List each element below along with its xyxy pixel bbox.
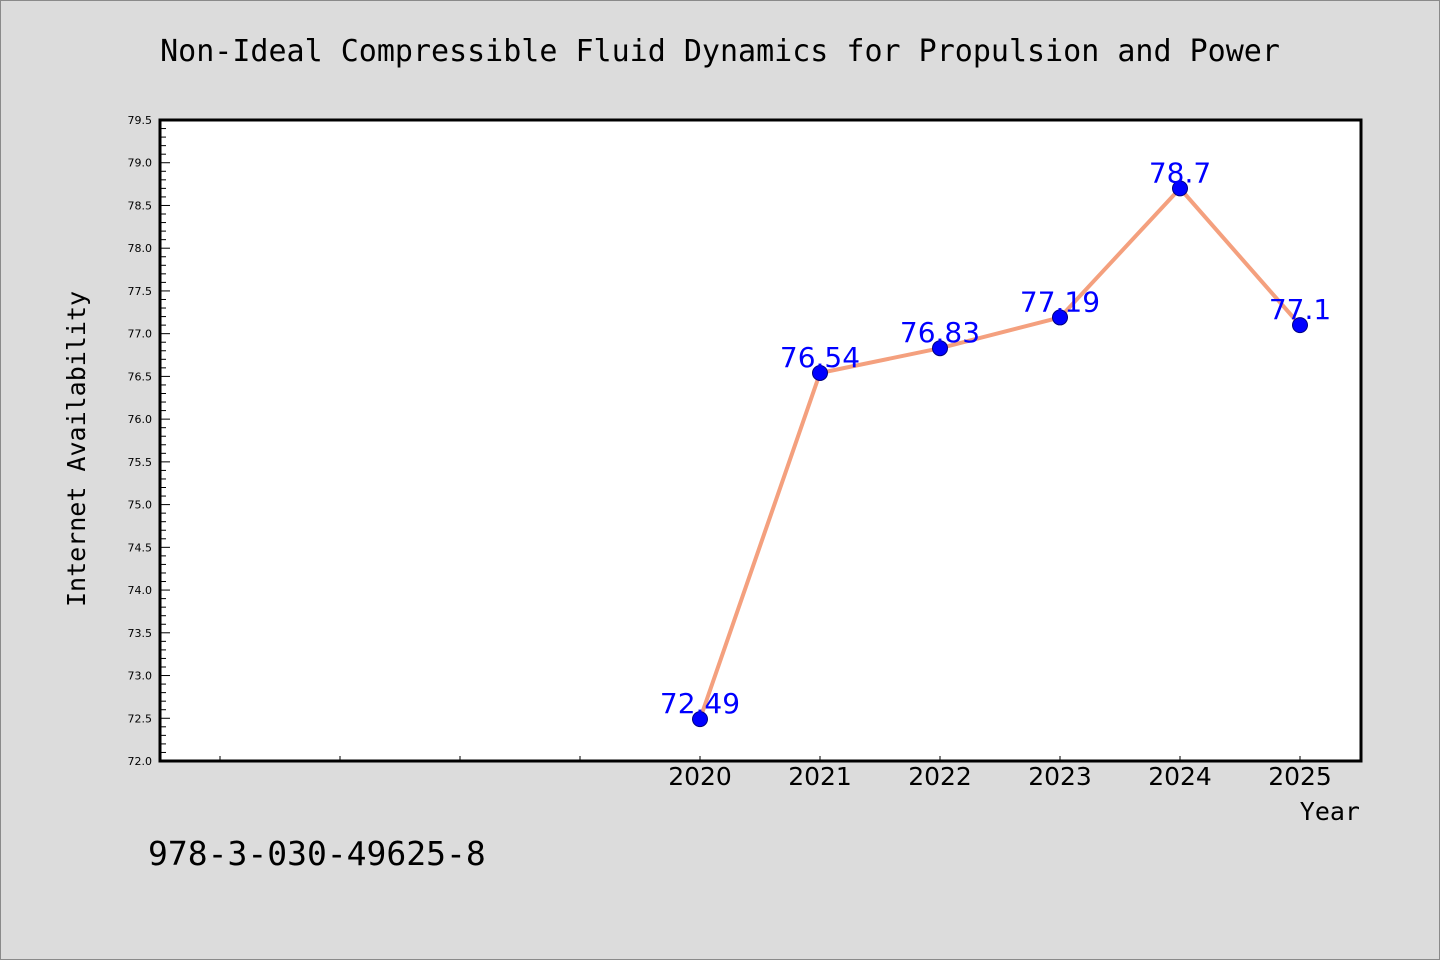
y-tick-label: 78.0 <box>128 242 153 255</box>
data-point <box>692 711 708 728</box>
series-line <box>698 186 1302 720</box>
chart-title: Non-Ideal Compressible Fluid Dynamics fo… <box>160 34 1280 69</box>
data-label-group: 72.49 76.54 76.83 77.19 78.7 77.1 <box>660 156 1331 720</box>
series-line-group <box>698 186 1302 720</box>
data-label: 78.7 <box>1149 156 1211 189</box>
data-point <box>1292 317 1308 334</box>
y-tick-label: 79.5 <box>128 114 153 127</box>
data-label: 72.49 <box>660 687 740 720</box>
x-tick-label: 2022 <box>908 762 972 791</box>
data-label: 76.54 <box>780 341 860 374</box>
y-tick-label: 76.0 <box>128 413 153 426</box>
x-tick-label: 2021 <box>788 762 852 791</box>
y-tick-label: 77.0 <box>128 328 153 341</box>
data-point <box>1172 180 1188 197</box>
data-label: 77.1 <box>1269 293 1331 326</box>
data-point <box>812 364 828 381</box>
y-tick-label: 74.0 <box>128 584 153 597</box>
marker-group <box>692 180 1308 728</box>
x-tick-label: 2023 <box>1028 762 1092 791</box>
x-tick-label: 2025 <box>1268 762 1332 791</box>
y-tick-label: 77.5 <box>128 285 153 298</box>
plot-area <box>158 118 1363 763</box>
data-label: 77.19 <box>1020 285 1100 318</box>
isbn-code: 978-3-030-49625-8 <box>148 834 486 873</box>
data-label: 76.83 <box>900 316 980 349</box>
data-point <box>1052 309 1068 326</box>
x-axis-label: Year <box>1300 797 1360 826</box>
x-axis-ticks: 2020 2021 2022 2023 2024 2025 <box>219 756 1332 791</box>
y-tick-label: 73.5 <box>128 627 153 640</box>
x-tick-label: 2020 <box>668 762 732 791</box>
data-point <box>932 340 948 357</box>
y-tick-label: 75.0 <box>128 499 153 512</box>
y-tick-label: 74.5 <box>128 541 153 554</box>
y-tick-label: 79.0 <box>128 157 153 170</box>
y-axis-label: Internet Availability <box>62 291 91 607</box>
y-tick-label: 73.0 <box>128 670 153 683</box>
y-axis-ticks: 72.0 72.5 73.0 73.5 74.0 74.5 75.0 75.5 76.0 76.5… <box>128 114 170 768</box>
y-tick-label: 75.5 <box>128 456 153 469</box>
x-tick-label: 2024 <box>1148 762 1212 791</box>
y-tick-label: 76.5 <box>128 370 153 383</box>
y-tick-label: 72.5 <box>128 712 153 725</box>
y-tick-label: 72.0 <box>128 755 153 768</box>
y-tick-label: 78.5 <box>128 199 153 212</box>
